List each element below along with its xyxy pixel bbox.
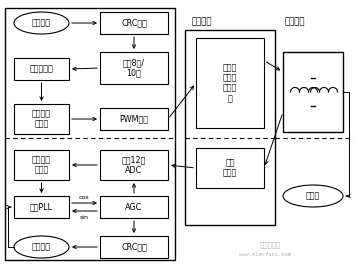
Text: 耦合网络: 耦合网络 [285,17,305,26]
FancyBboxPatch shape [100,196,168,218]
FancyBboxPatch shape [14,58,69,80]
FancyBboxPatch shape [196,148,264,188]
FancyBboxPatch shape [14,196,69,218]
Text: 电力线: 电力线 [306,192,320,201]
Text: 模拟处理: 模拟处理 [192,17,213,26]
Text: 电子发烧友: 电子发烧友 [260,242,281,248]
Ellipse shape [283,185,343,207]
Text: CRC计算: CRC计算 [121,19,147,28]
Text: cox: cox [79,195,90,200]
Text: PWM控制: PWM控制 [120,114,148,123]
FancyBboxPatch shape [100,52,168,84]
Text: sin: sin [80,215,89,220]
Text: 发送移位
寄存器: 发送移位 寄存器 [32,109,51,129]
FancyBboxPatch shape [100,150,168,180]
Text: 接收信息: 接收信息 [32,242,51,251]
FancyBboxPatch shape [185,30,275,225]
FancyBboxPatch shape [196,38,264,128]
FancyBboxPatch shape [5,8,175,260]
Text: CRC校验: CRC校验 [121,242,147,251]
FancyBboxPatch shape [100,12,168,34]
FancyBboxPatch shape [100,236,168,258]
FancyBboxPatch shape [14,150,69,180]
Text: 发送信息: 发送信息 [32,19,51,28]
FancyBboxPatch shape [14,104,69,134]
FancyBboxPatch shape [283,52,343,132]
Text: 内部12位
ADC: 内部12位 ADC [122,155,146,175]
Text: www.elecfans.com: www.elecfans.com [239,253,291,258]
Text: 数字PLL: 数字PLL [30,202,53,211]
Text: AGC: AGC [125,202,143,211]
Text: 发送缓冲区: 发送缓冲区 [30,64,53,73]
Text: 低通滤
波器、
线驱动
器: 低通滤 波器、 线驱动 器 [223,63,237,103]
Ellipse shape [14,12,69,34]
Text: 编码8位/
10位: 编码8位/ 10位 [123,58,145,78]
Text: 带通
滤波器: 带通 滤波器 [223,158,237,178]
Text: 采样移位
寄存器: 采样移位 寄存器 [32,155,51,175]
Ellipse shape [14,236,69,258]
FancyBboxPatch shape [100,108,168,130]
